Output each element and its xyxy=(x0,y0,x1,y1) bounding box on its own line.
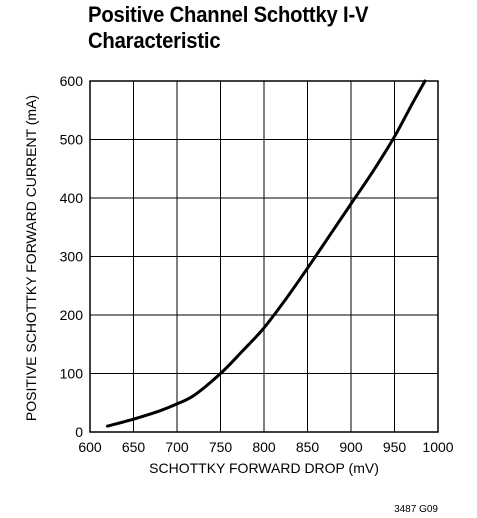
y-tick-label: 300 xyxy=(60,249,84,265)
series-line xyxy=(105,79,427,428)
figure-code: 3487 G09 xyxy=(394,504,438,515)
x-tick-label: 850 xyxy=(296,439,320,455)
grid xyxy=(89,80,439,433)
chart-title: Positive Channel Schottky I-V Characteri… xyxy=(88,2,438,54)
x-tick-label: 900 xyxy=(339,439,363,455)
plot-border xyxy=(89,80,439,433)
y-tick-label: 600 xyxy=(60,73,84,89)
x-tick-label: 750 xyxy=(209,439,233,455)
x-tick-label: 700 xyxy=(165,439,189,455)
x-tick-label: 950 xyxy=(383,439,407,455)
y-tick-label: 100 xyxy=(60,366,84,382)
y-tick-label: 0 xyxy=(75,424,83,440)
x-tick-label: 600 xyxy=(78,439,102,455)
x-axis-title: SCHOTTKY FORWARD DROP (mV) xyxy=(149,460,379,476)
y-axis-title: POSITIVE SCHOTTKY FORWARD CURRENT (mA) xyxy=(23,95,39,421)
x-tick-label: 800 xyxy=(252,439,276,455)
y-tick-label: 500 xyxy=(60,132,84,148)
y-tick-label: 200 xyxy=(60,307,84,323)
x-tick-label: 650 xyxy=(122,439,146,455)
y-tick-label: 400 xyxy=(60,190,84,206)
x-tick-labels: 600 650 700 750 800 850 900 950 1000 xyxy=(78,439,453,455)
chart-title-line-1: Positive Channel Schottky I-V xyxy=(88,2,369,27)
chart-title-line-2: Characteristic xyxy=(88,28,221,53)
plot-frame xyxy=(89,80,439,433)
x-tick-label: 1000 xyxy=(422,439,453,455)
series-layer xyxy=(105,79,427,428)
y-tick-labels: 0 100 200 300 400 500 600 xyxy=(60,73,84,440)
